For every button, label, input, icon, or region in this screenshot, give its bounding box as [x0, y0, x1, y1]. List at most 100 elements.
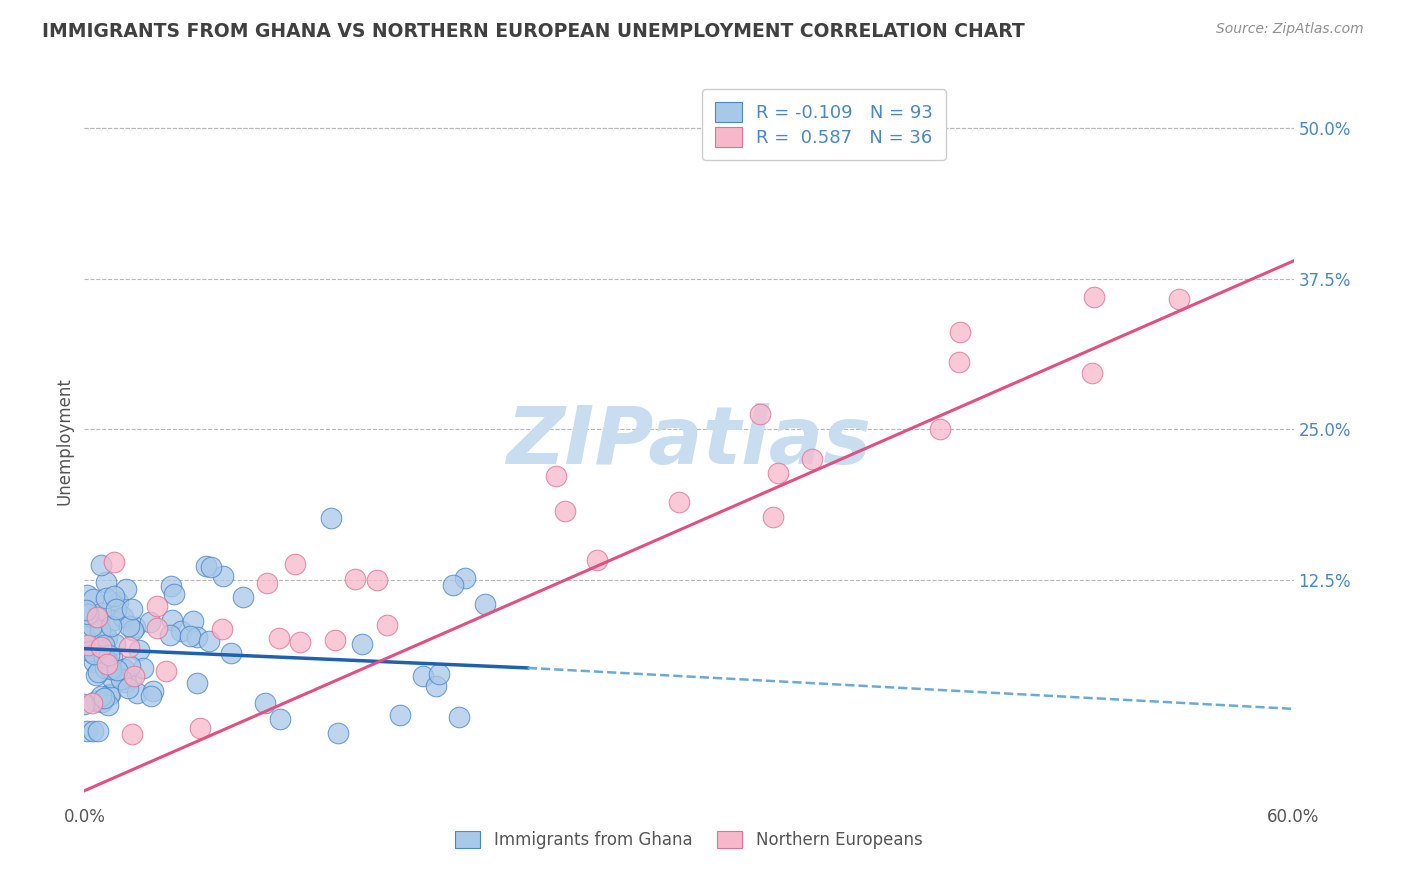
Point: [100, 670, 122, 684]
Point: [441, 578, 464, 592]
Point: [114, 675, 136, 690]
Point: [139, 690, 162, 704]
Point: [326, 725, 349, 739]
Point: [197, 634, 219, 648]
Point: [104, 637, 127, 651]
Point: [120, 672, 142, 686]
Point: [425, 679, 447, 693]
Y-axis label: Unemployment: Unemployment: [55, 377, 73, 506]
Point: [668, 495, 690, 509]
Point: [82, 592, 104, 607]
Point: [124, 669, 146, 683]
Point: [269, 712, 291, 726]
Point: [762, 510, 785, 524]
Point: [194, 558, 217, 573]
Legend: Immigrants from Ghana, Northern Europeans: Immigrants from Ghana, Northern European…: [446, 822, 932, 860]
Point: [122, 624, 145, 638]
Point: [90, 606, 112, 620]
Point: [96, 654, 118, 668]
Point: [181, 614, 204, 628]
Point: [83, 647, 105, 661]
Point: [80, 619, 103, 633]
Point: [128, 643, 150, 657]
Point: [388, 708, 411, 723]
Point: [94, 656, 117, 670]
Point: [546, 469, 568, 483]
Point: [449, 710, 471, 724]
Point: [232, 590, 254, 604]
Point: [375, 618, 398, 632]
Point: [98, 688, 121, 702]
Point: [200, 560, 222, 574]
Point: [105, 602, 128, 616]
Point: [1167, 292, 1189, 306]
Point: [112, 610, 135, 624]
Point: [344, 572, 367, 586]
Point: [124, 620, 146, 634]
Point: [76, 641, 98, 656]
Point: [107, 595, 129, 609]
Point: [121, 602, 143, 616]
Point: [412, 668, 434, 682]
Point: [155, 665, 177, 679]
Point: [100, 618, 122, 632]
Point: [323, 632, 346, 647]
Point: [76, 723, 98, 738]
Point: [76, 607, 98, 622]
Point: [118, 619, 141, 633]
Point: [93, 638, 115, 652]
Point: [105, 663, 128, 677]
Point: [90, 640, 112, 654]
Point: [87, 723, 110, 738]
Point: [928, 422, 950, 436]
Point: [554, 504, 576, 518]
Point: [114, 662, 136, 676]
Point: [87, 665, 110, 679]
Point: [253, 696, 276, 710]
Point: [90, 689, 112, 703]
Point: [82, 723, 104, 738]
Text: IMMIGRANTS FROM GHANA VS NORTHERN EUROPEAN UNEMPLOYMENT CORRELATION CHART: IMMIGRANTS FROM GHANA VS NORTHERN EUROPE…: [42, 22, 1025, 41]
Point: [93, 650, 115, 665]
Point: [75, 603, 97, 617]
Point: [89, 624, 111, 638]
Point: [146, 621, 169, 635]
Point: [96, 657, 118, 672]
Point: [93, 690, 115, 705]
Point: [132, 661, 155, 675]
Point: [284, 557, 307, 571]
Point: [319, 511, 342, 525]
Point: [96, 591, 118, 605]
Point: [948, 355, 970, 369]
Point: [76, 588, 98, 602]
Point: [84, 667, 107, 681]
Point: [79, 644, 101, 658]
Text: Source: ZipAtlas.com: Source: ZipAtlas.com: [1216, 22, 1364, 37]
Point: [170, 624, 193, 639]
Point: [121, 726, 143, 740]
Point: [110, 672, 132, 686]
Point: [96, 574, 118, 589]
Point: [120, 658, 142, 673]
Point: [188, 721, 211, 735]
Point: [127, 686, 149, 700]
Point: [586, 553, 609, 567]
Point: [221, 646, 243, 660]
Point: [474, 597, 496, 611]
Point: [211, 622, 233, 636]
Point: [115, 582, 138, 596]
Point: [93, 661, 115, 675]
Point: [186, 676, 208, 690]
Point: [1083, 290, 1105, 304]
Point: [76, 638, 98, 652]
Point: [427, 666, 450, 681]
Point: [90, 695, 112, 709]
Point: [97, 698, 120, 712]
Point: [186, 630, 208, 644]
Point: [350, 637, 373, 651]
Point: [211, 569, 233, 583]
Point: [288, 635, 311, 649]
Point: [117, 681, 139, 695]
Point: [98, 687, 121, 701]
Point: [454, 571, 477, 585]
